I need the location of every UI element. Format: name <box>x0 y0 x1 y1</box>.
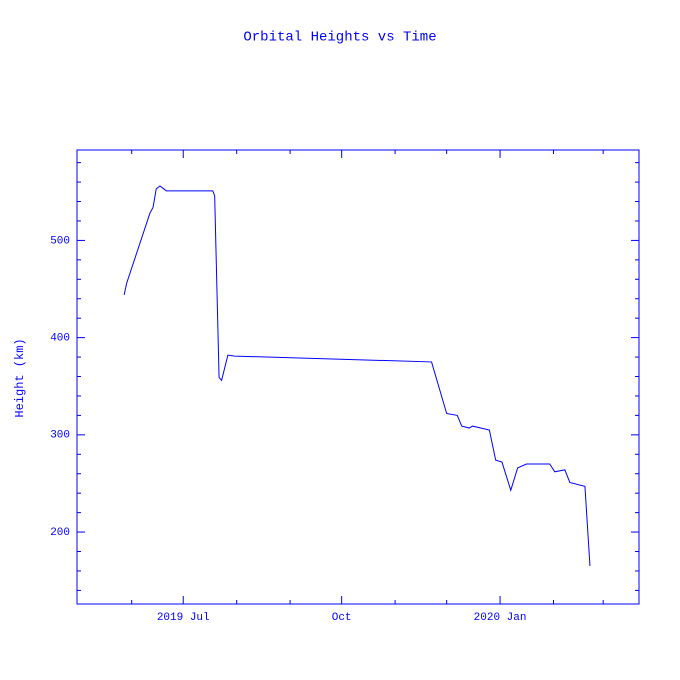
height-line <box>123 185 591 567</box>
y-tick-label: 500 <box>50 235 70 247</box>
chart-title: Orbital Heights vs Time <box>243 30 436 46</box>
y-axis-label: Height (km) <box>13 338 27 417</box>
y-tick-label: 200 <box>50 527 70 539</box>
y-tick-label: 400 <box>50 333 70 345</box>
y-tick-label: 300 <box>50 430 70 442</box>
x-tick-label: Oct <box>332 612 352 624</box>
x-tick-label: 2020 Jan <box>474 612 527 624</box>
x-tick-label: 2019 Jul <box>157 612 210 624</box>
plot-frame <box>76 149 640 605</box>
